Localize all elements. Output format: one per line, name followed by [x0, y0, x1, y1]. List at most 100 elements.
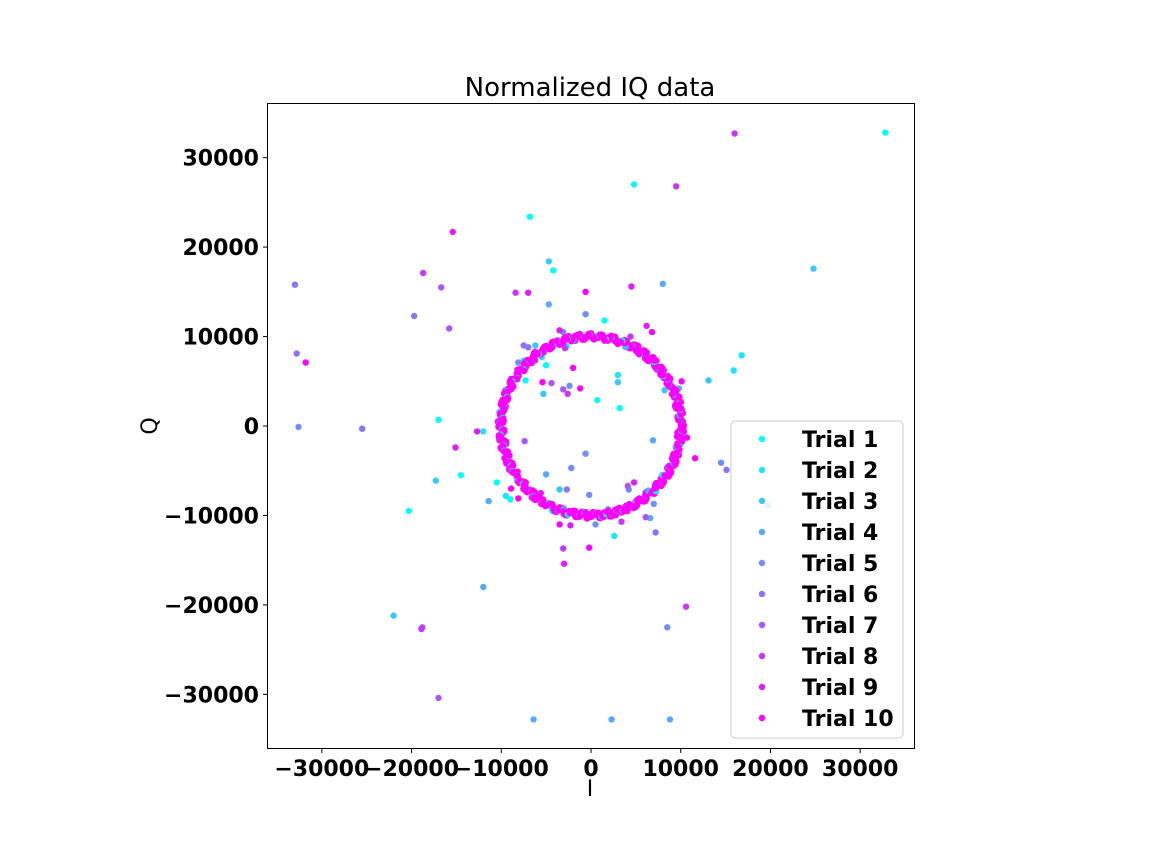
legend-label: Trial 9	[802, 676, 878, 701]
data-point	[540, 390, 547, 397]
data-point	[563, 486, 570, 493]
data-point	[502, 492, 509, 499]
data-point	[418, 625, 425, 633]
data-point	[582, 311, 589, 318]
data-point	[515, 495, 522, 502]
data-point	[438, 284, 445, 291]
data-point	[560, 386, 567, 393]
data-point	[643, 322, 650, 329]
data-point	[592, 521, 599, 528]
x-tick-label: 0	[583, 757, 598, 782]
data-point	[293, 350, 300, 357]
data-point	[601, 317, 608, 324]
data-point	[302, 359, 309, 366]
data-point	[568, 464, 575, 472]
x-tick-label: −10000	[454, 757, 549, 782]
legend-marker	[758, 435, 766, 443]
data-point	[480, 428, 487, 435]
data-point	[539, 379, 546, 386]
data-point	[452, 444, 459, 451]
x-tick-label: −20000	[364, 757, 459, 782]
data-point	[616, 404, 623, 412]
data-point	[652, 529, 659, 536]
data-point	[717, 459, 725, 466]
legend-marker	[758, 497, 766, 505]
data-point	[390, 612, 397, 619]
data-point	[628, 283, 635, 290]
y-axis: −30000 −20000 −10000 0 10000 20000 30000	[164, 147, 268, 708]
data-point	[730, 367, 737, 374]
y-axis-label: Q	[138, 417, 163, 434]
data-point	[682, 603, 690, 610]
data-point	[659, 280, 666, 287]
legend-label: Trial 2	[802, 459, 878, 484]
data-point	[435, 416, 442, 423]
data-point	[608, 716, 615, 723]
data-point	[650, 500, 657, 507]
legend-marker	[758, 590, 766, 598]
series-9	[449, 228, 650, 567]
data-point	[512, 289, 519, 296]
legend-marker	[758, 714, 766, 722]
data-point	[567, 522, 574, 529]
legend-label: Trial 10	[802, 707, 894, 732]
data-point	[420, 269, 427, 277]
data-point	[627, 333, 634, 340]
chart-title: Normalized IQ data	[465, 73, 716, 103]
series-1	[405, 129, 889, 515]
y-tick-label: 30000	[182, 147, 259, 172]
data-point	[405, 507, 413, 515]
data-point	[705, 377, 712, 384]
data-point	[586, 491, 593, 499]
data-point	[493, 479, 500, 486]
data-point	[594, 396, 601, 404]
data-point	[548, 379, 555, 387]
data-point	[586, 544, 593, 551]
ring-point	[679, 423, 687, 431]
plot-area	[291, 129, 889, 723]
data-point	[521, 438, 528, 445]
series-10	[302, 288, 699, 551]
data-point	[507, 485, 515, 492]
legend-label: Trial 6	[802, 583, 878, 608]
y-tick-label: 20000	[182, 236, 259, 261]
data-point	[542, 471, 550, 478]
y-tick-label: −10000	[164, 504, 259, 529]
x-axis-label: I	[587, 777, 594, 802]
data-point	[542, 362, 550, 369]
data-point	[530, 716, 537, 723]
legend-marker	[758, 652, 766, 660]
data-point	[526, 213, 534, 220]
data-point	[666, 716, 674, 723]
data-point	[630, 479, 638, 486]
data-point	[614, 371, 622, 379]
data-point	[564, 390, 571, 397]
x-axis: −30000−20000−10000 0 10000 20000 30000	[274, 748, 898, 782]
data-point	[556, 327, 563, 334]
data-point	[359, 425, 366, 432]
legend-label: Trial 1	[802, 428, 878, 453]
data-point	[545, 258, 552, 265]
data-point	[522, 377, 529, 384]
data-point	[649, 437, 657, 444]
data-point	[515, 359, 522, 366]
data-point	[648, 328, 656, 336]
data-point	[723, 466, 730, 473]
data-point	[566, 382, 573, 389]
data-point	[295, 423, 302, 431]
data-point	[611, 532, 618, 540]
data-point	[630, 181, 638, 188]
data-point	[882, 129, 889, 136]
legend-marker	[758, 621, 766, 629]
legend-label: Trial 7	[802, 614, 878, 639]
y-tick-label: −20000	[164, 594, 259, 619]
data-point	[532, 342, 539, 349]
x-tick-label: 20000	[732, 757, 809, 782]
data-point	[556, 486, 563, 493]
data-point	[545, 301, 552, 308]
legend-marker	[758, 466, 766, 474]
data-point	[618, 518, 625, 525]
x-tick-label: 30000	[822, 757, 899, 782]
data-point	[457, 472, 465, 479]
